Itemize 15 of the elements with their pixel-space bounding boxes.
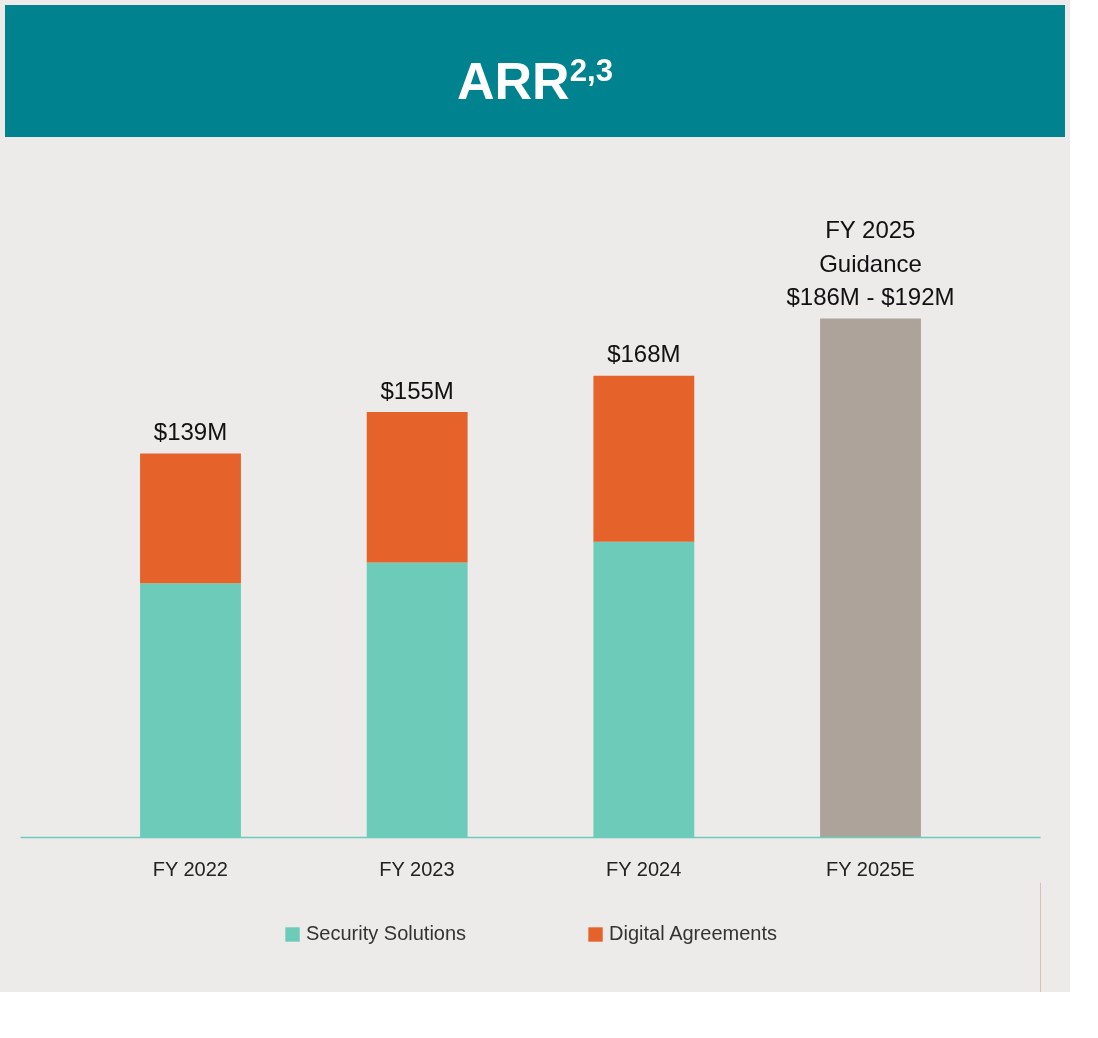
x-tick-label: FY 2024 <box>606 857 682 880</box>
x-tick-label: FY 2025E <box>826 857 915 880</box>
bar <box>366 411 468 563</box>
bar <box>820 318 921 838</box>
bar <box>593 375 695 542</box>
chart-title: ARR$^{2,3}$ <box>456 51 614 113</box>
annotation: $139M <box>153 418 228 446</box>
legend-label: Security Solutions <box>306 922 467 945</box>
annotation: $155M <box>380 376 454 404</box>
annotation: $168M <box>607 340 681 368</box>
x-tick-label: FY 2023 <box>379 857 455 880</box>
annotation: FY 2025 Guidance $186M - $192M <box>786 215 955 311</box>
x-tick-label: FY 2022 <box>152 857 228 880</box>
legend-label: Digital Agreements <box>609 922 777 945</box>
bar <box>140 453 241 584</box>
